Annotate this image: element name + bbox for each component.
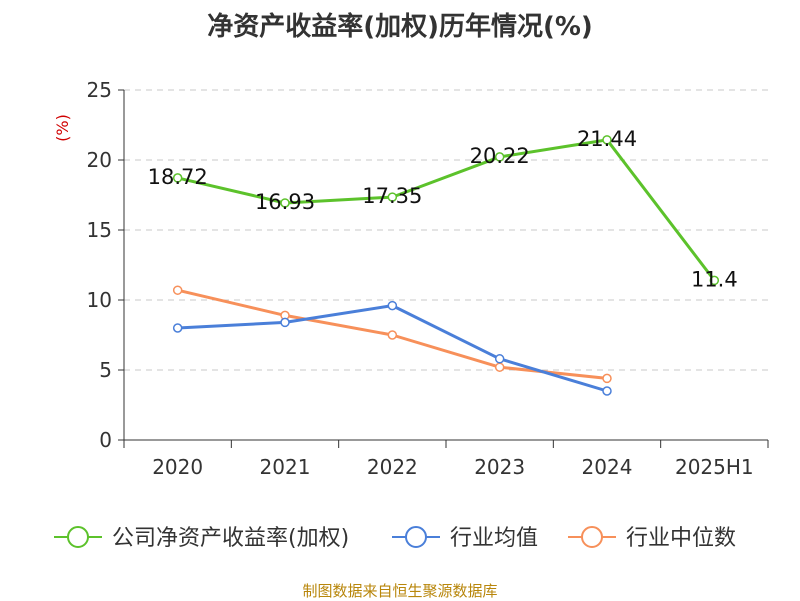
data-point (172, 323, 183, 333)
data-point (602, 373, 612, 384)
data-point (494, 362, 505, 372)
series-line (177, 304, 608, 393)
data-label: 16.93 (255, 190, 315, 214)
legend-item: 公司净资产收益率(加权) (54, 526, 349, 551)
data-point (172, 285, 183, 295)
x-tick-label: 2025H1 (675, 455, 754, 479)
legend-swatch-marker (405, 526, 427, 548)
data-point (494, 354, 505, 364)
y-tick-label: 0 (99, 428, 112, 452)
series-0: 18.72 16.93 17.35 20.22 21.44 11.4 (148, 127, 738, 292)
y-tick-label: 10 (87, 288, 112, 312)
y-tick-label: 25 (87, 78, 112, 102)
data-label: 17.35 (362, 184, 422, 208)
legend-swatch-marker (581, 526, 603, 548)
legend-item: 行业均值 (392, 526, 538, 551)
data-label: 11.4 (691, 267, 738, 291)
legend-label: 行业中位数 (626, 526, 736, 551)
data-point (387, 192, 398, 202)
x-tick-label: 2022 (367, 455, 418, 479)
x-tick-label: 2021 (260, 455, 311, 479)
data-point (494, 152, 505, 162)
y-tick-label: 5 (99, 358, 112, 382)
data-point (280, 317, 290, 328)
legend-label: 公司净资产收益率(加权) (112, 526, 349, 551)
legend-swatch-marker (67, 526, 89, 548)
data-point (602, 386, 612, 396)
series-2 (172, 285, 612, 384)
series-1 (172, 300, 612, 396)
source-note: 制图数据来自恒生聚源数据库 (302, 582, 498, 600)
data-point (172, 173, 183, 183)
data-point (387, 330, 398, 340)
y-tick-label: 15 (87, 218, 112, 242)
data-label: 18.72 (148, 165, 208, 189)
series-line (177, 138, 716, 282)
x-tick-label: 2023 (474, 455, 525, 479)
data-point (280, 198, 290, 208)
data-point (602, 135, 612, 145)
x-tick-label: 2020 (152, 455, 203, 479)
legend-item: 行业中位数 (568, 526, 736, 551)
data-point (387, 300, 398, 311)
y-tick-label: 20 (87, 148, 112, 172)
data-point (709, 275, 720, 286)
legend-label: 行业均值 (450, 526, 538, 551)
data-label: 20.22 (470, 144, 530, 168)
chart-title: 净资产收益率(加权)历年情况(%) (207, 12, 593, 42)
data-label: 21.44 (577, 127, 637, 151)
x-tick-label: 2024 (582, 455, 633, 479)
y-axis-label: (%) (53, 114, 72, 142)
